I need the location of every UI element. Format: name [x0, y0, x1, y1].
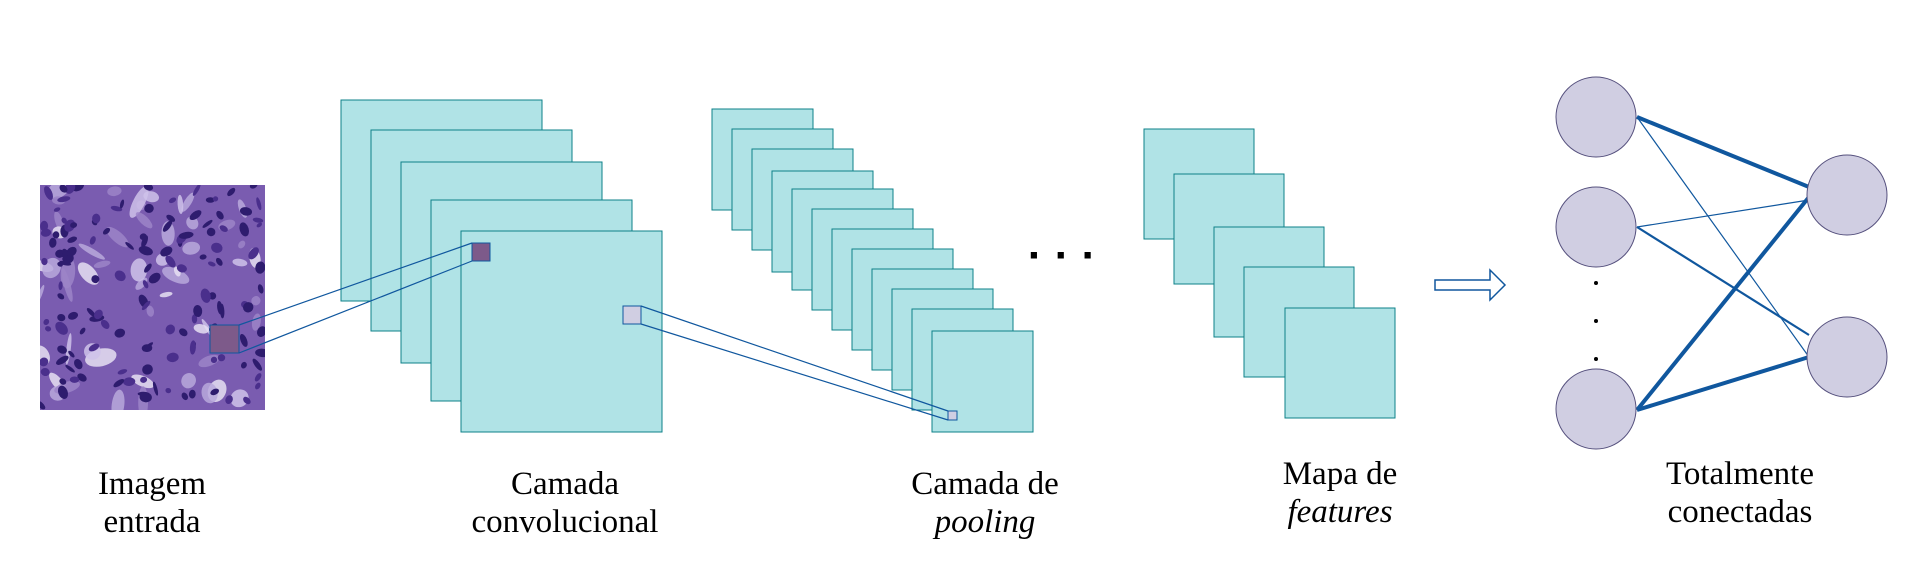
pool-layer-stack: [711, 108, 1034, 433]
conv-pool-region: [622, 305, 642, 325]
input-kernel-patch: [209, 324, 240, 354]
fc-connection: [1636, 355, 1810, 412]
pool-feature-map: [931, 330, 1034, 433]
conv-layer-stack: [340, 99, 663, 433]
pool-output-cell: [947, 410, 958, 421]
conv-feature-map: [460, 230, 663, 433]
neuron-vertical-dots: [1594, 281, 1598, 361]
label-input-image: Imagem entrada: [97, 466, 207, 540]
fc-connection: [1636, 226, 1810, 336]
layer-ellipsis: · · ·: [1028, 231, 1096, 280]
input-image: [40, 185, 265, 410]
label-conv-layer: Camada convolucional: [471, 466, 659, 540]
fully-connected-network: [1555, 76, 1888, 450]
kernel-connectors: [209, 242, 958, 421]
output-neuron: [1806, 316, 1888, 398]
right-arrow-icon: [1434, 268, 1507, 302]
input-neuron: [1555, 368, 1637, 450]
output-neuron: [1806, 154, 1888, 236]
label-feature-map: Mapa de features: [1282, 456, 1398, 530]
label-fully-connected: Totalmente conectadas: [1666, 456, 1814, 530]
input-neuron: [1555, 76, 1637, 158]
input-neuron: [1555, 186, 1637, 268]
feature-map-stack: [1143, 128, 1396, 419]
fc-connection: [1636, 115, 1810, 189]
label-pool-layer: Camada de pooling: [911, 466, 1059, 540]
fc-connection: [1635, 195, 1811, 412]
feature-map: [1284, 307, 1396, 419]
fc-connection: [1636, 199, 1810, 228]
conv-kernel-patch: [471, 242, 491, 262]
